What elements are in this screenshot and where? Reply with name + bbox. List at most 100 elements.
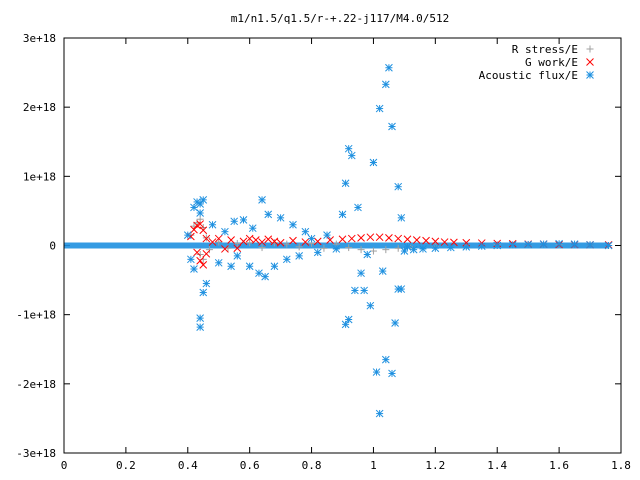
data-point <box>258 238 266 246</box>
data-point <box>258 244 266 252</box>
data-point <box>586 240 594 249</box>
x-tick-label: 1 <box>370 459 377 472</box>
data-point <box>313 248 322 257</box>
x-tick-label: 1.4 <box>487 459 507 472</box>
series-2 <box>183 63 613 418</box>
data-point <box>400 247 409 255</box>
data-point <box>397 285 406 293</box>
data-point <box>202 279 211 288</box>
series-0 <box>187 215 613 263</box>
data-point <box>239 237 248 246</box>
data-point <box>313 237 322 246</box>
data-point <box>372 368 381 376</box>
x-tick-label: 0.6 <box>240 459 260 472</box>
data-point <box>196 220 205 228</box>
data-point <box>388 369 396 378</box>
data-point <box>403 243 412 251</box>
data-point <box>332 245 341 253</box>
data-point <box>360 286 369 295</box>
data-point <box>366 301 375 310</box>
data-point <box>524 240 533 249</box>
chart-title: m1/n1.5/q1.5/r-+.22-j117/M4.0/512 <box>231 12 450 25</box>
data-point <box>440 238 449 246</box>
data-point <box>196 314 205 322</box>
data-point <box>295 252 304 260</box>
data-point <box>190 225 198 234</box>
data-point <box>208 220 217 229</box>
data-point <box>326 236 334 244</box>
data-point <box>341 320 350 329</box>
data-point <box>196 200 205 208</box>
y-tick-label: -3e+18 <box>16 447 56 460</box>
data-point <box>270 239 278 247</box>
data-point <box>221 245 229 253</box>
data-point <box>252 236 260 244</box>
data-point <box>446 243 455 252</box>
data-point <box>419 245 427 253</box>
data-point <box>233 239 241 247</box>
data-point <box>357 246 365 254</box>
data-point <box>338 235 347 244</box>
data-point <box>283 240 291 248</box>
data-point <box>351 286 359 295</box>
data-point <box>477 242 486 251</box>
data-point <box>422 236 430 245</box>
data-point <box>403 235 412 244</box>
legend-label: R stress/E <box>512 43 578 56</box>
data-point <box>202 249 211 258</box>
data-point <box>369 247 377 255</box>
data-point <box>255 269 263 278</box>
data-point <box>388 122 396 131</box>
data-point <box>555 239 563 248</box>
data-point <box>270 262 279 271</box>
data-point <box>412 236 421 244</box>
x-tick-label: 0.4 <box>178 459 198 472</box>
data-point <box>369 158 378 167</box>
x-tick-label: 0 <box>61 459 68 472</box>
axes: 0 0.2 0.4 0.6 0.8 1 1.2 1.4 1.6 1.8 3e+18 2e+18 1e+1… <box>16 32 631 472</box>
data-point <box>378 267 387 275</box>
x-tick-label: 1.6 <box>549 459 569 472</box>
data-point <box>282 255 291 264</box>
data-point <box>227 236 235 244</box>
x-tick-label: 1.8 <box>611 459 631 472</box>
data-point <box>381 355 390 364</box>
legend-marker <box>586 71 594 79</box>
data-point <box>208 238 217 246</box>
data-point <box>375 104 384 113</box>
data-point <box>270 237 279 246</box>
data-point <box>205 246 213 254</box>
data-point <box>382 246 390 254</box>
data-point <box>431 244 440 253</box>
data-point <box>347 151 356 160</box>
data-point <box>245 234 254 243</box>
data-point <box>354 203 362 212</box>
data-point <box>276 238 285 247</box>
data-point <box>258 195 266 204</box>
data-point <box>320 244 328 252</box>
data-point <box>233 244 242 253</box>
data-point <box>381 80 390 89</box>
data-point <box>539 240 548 248</box>
data-point <box>199 261 208 269</box>
data-point <box>345 244 353 252</box>
y-tick-label: 3e+18 <box>23 32 56 45</box>
data-point <box>338 210 347 219</box>
data-point <box>307 234 316 243</box>
data-point <box>391 319 399 327</box>
data-point <box>301 227 310 236</box>
data-point <box>357 269 365 278</box>
legend-label: G work/E <box>525 56 578 69</box>
data-point <box>214 234 223 243</box>
data-point <box>493 241 502 250</box>
x-tick-label: 0.8 <box>302 459 322 472</box>
data-point <box>187 255 195 264</box>
data-point <box>276 213 285 222</box>
data-point <box>196 250 204 258</box>
data-point <box>363 250 372 259</box>
data-point <box>221 227 229 236</box>
legend-label: Acoustic flux/E <box>479 69 578 82</box>
data-point <box>246 239 254 247</box>
